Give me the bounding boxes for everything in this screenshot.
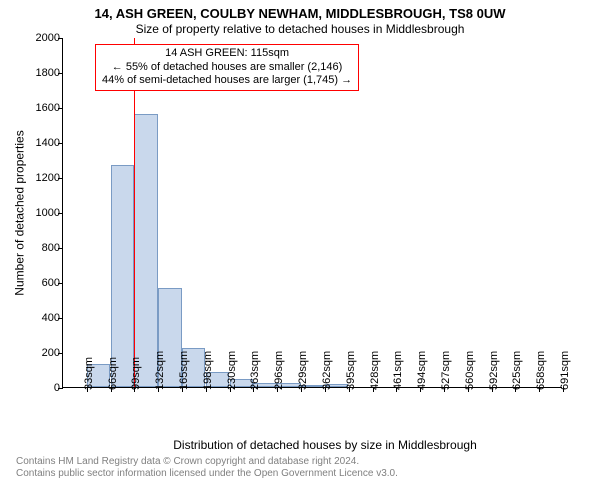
y-tick-label: 2000 — [36, 32, 60, 44]
y-tick-label: 1200 — [36, 172, 60, 184]
annotation-box: 14 ASH GREEN: 115sqm ← 55% of detached h… — [95, 44, 359, 91]
y-axis-label-container: Number of detached properties — [12, 38, 28, 388]
y-tick-mark — [58, 108, 63, 109]
y-tick-label: 1400 — [36, 137, 60, 149]
y-tick-mark — [58, 353, 63, 354]
y-tick-mark — [58, 178, 63, 179]
annotation-line-2: ← 55% of detached houses are smaller (2,… — [102, 61, 352, 75]
chart-row: Number of detached properties 0200400600… — [12, 38, 588, 388]
y-tick-mark — [58, 248, 63, 249]
y-tick-mark — [58, 213, 63, 214]
footer-line-2: Contains public sector information licen… — [16, 468, 588, 480]
y-tick-column: 0200400600800100012001400160018002000 — [28, 38, 62, 388]
histogram-bar — [134, 114, 157, 387]
footer-line-1: Contains HM Land Registry data © Crown c… — [16, 456, 588, 468]
x-tick-row: 33sqm66sqm99sqm132sqm165sqm198sqm230sqm2… — [62, 388, 562, 438]
y-tick-label: 1000 — [36, 207, 60, 219]
annotation-line-1: 14 ASH GREEN: 115sqm — [102, 47, 352, 61]
y-axis-label: Number of detached properties — [13, 130, 27, 295]
y-tick-mark — [58, 38, 63, 39]
y-tick-mark — [58, 73, 63, 74]
annotation-line-3: 44% of semi-detached houses are larger (… — [102, 74, 352, 88]
y-tick-mark — [58, 318, 63, 319]
y-tick-mark — [58, 283, 63, 284]
y-tick-label: 1600 — [36, 102, 60, 114]
plot-area: 14 ASH GREEN: 115sqm ← 55% of detached h… — [62, 38, 562, 388]
histogram-bar — [111, 165, 134, 387]
chart-container: 14, ASH GREEN, COULBY NEWHAM, MIDDLESBRO… — [0, 0, 600, 500]
title-sub: Size of property relative to detached ho… — [12, 22, 588, 36]
x-axis-label: Distribution of detached houses by size … — [62, 438, 588, 452]
y-tick-label: 1800 — [36, 67, 60, 79]
title-main: 14, ASH GREEN, COULBY NEWHAM, MIDDLESBRO… — [12, 6, 588, 22]
y-tick-mark — [58, 143, 63, 144]
footer: Contains HM Land Registry data © Crown c… — [16, 456, 588, 480]
